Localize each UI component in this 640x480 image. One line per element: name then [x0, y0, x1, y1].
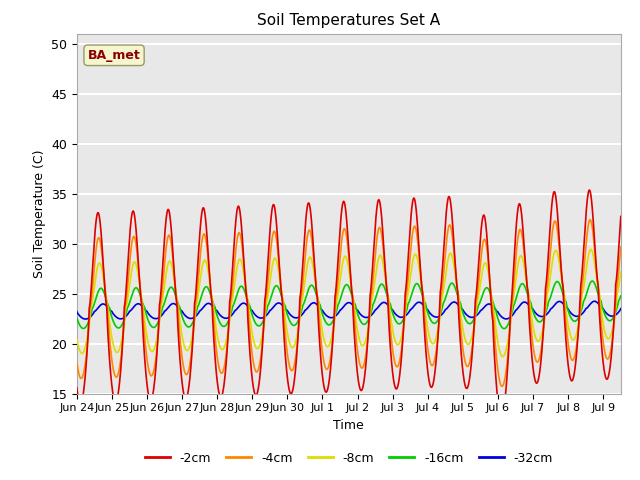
Legend: -2cm, -4cm, -8cm, -16cm, -32cm: -2cm, -4cm, -8cm, -16cm, -32cm — [140, 447, 558, 469]
Text: BA_met: BA_met — [88, 49, 140, 62]
Y-axis label: Soil Temperature (C): Soil Temperature (C) — [33, 149, 45, 278]
X-axis label: Time: Time — [333, 419, 364, 432]
Title: Soil Temperatures Set A: Soil Temperatures Set A — [257, 13, 440, 28]
